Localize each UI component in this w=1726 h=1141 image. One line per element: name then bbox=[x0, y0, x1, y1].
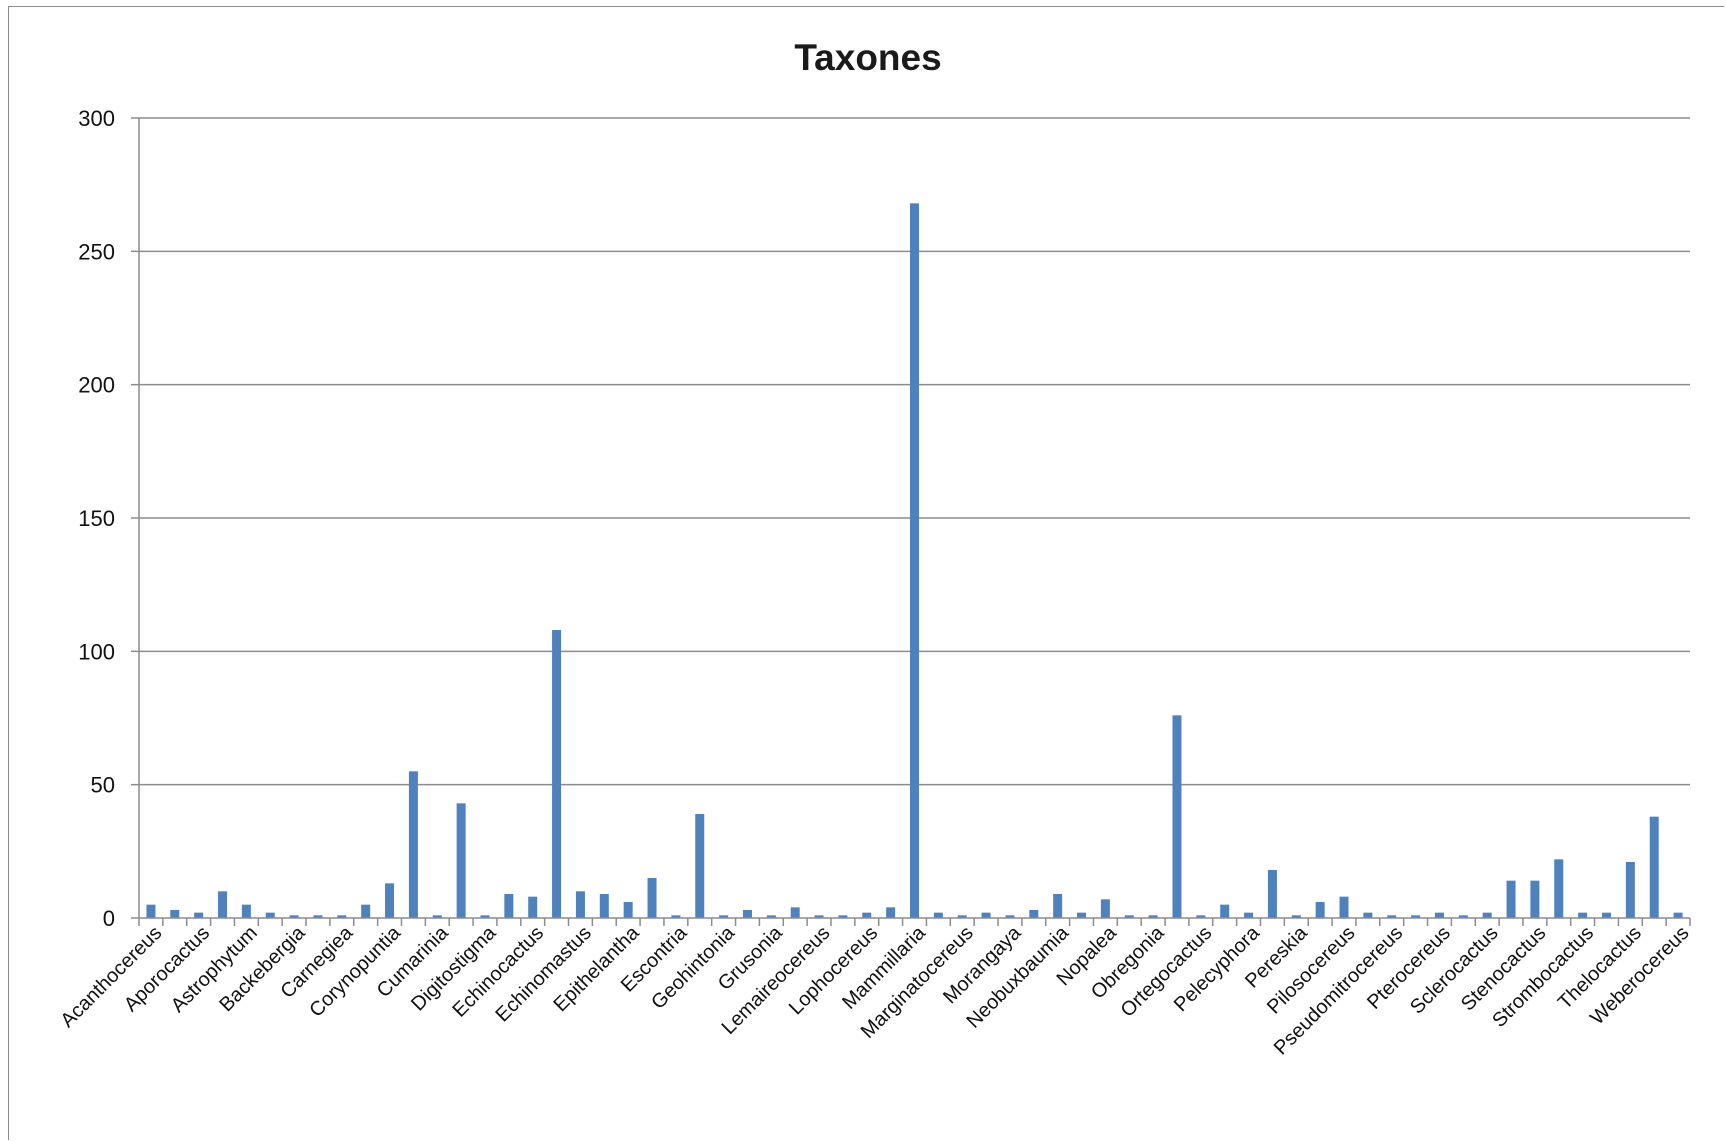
bar bbox=[1363, 912, 1373, 918]
bar bbox=[1291, 915, 1301, 918]
chart-frame bbox=[8, 6, 1724, 1140]
bar bbox=[313, 915, 323, 918]
bar bbox=[957, 915, 967, 918]
bar bbox=[218, 891, 228, 918]
bar bbox=[1172, 715, 1182, 918]
bar bbox=[766, 915, 776, 918]
bar bbox=[1100, 899, 1110, 918]
bar bbox=[1220, 904, 1230, 918]
x-axis-ticks: AcanthocereusAporocactusAstrophytumBacke… bbox=[56, 918, 1694, 1059]
bar bbox=[1387, 915, 1397, 918]
bar bbox=[695, 814, 705, 918]
bar bbox=[981, 912, 991, 918]
bar bbox=[599, 894, 609, 918]
chart-title: Taxones bbox=[794, 37, 941, 78]
bar bbox=[504, 894, 514, 918]
bar bbox=[1315, 902, 1325, 918]
bar bbox=[862, 912, 872, 918]
y-tick-label: 0 bbox=[103, 906, 115, 931]
bar bbox=[480, 915, 490, 918]
bar bbox=[408, 771, 418, 918]
bar bbox=[1148, 915, 1158, 918]
bar bbox=[432, 915, 442, 918]
bar bbox=[1554, 859, 1564, 918]
bar bbox=[1506, 880, 1516, 918]
bar bbox=[241, 904, 251, 918]
bar bbox=[1482, 912, 1492, 918]
bar bbox=[1601, 912, 1611, 918]
y-tick-label: 200 bbox=[78, 373, 115, 398]
bar bbox=[623, 902, 633, 918]
y-tick-label: 50 bbox=[91, 773, 115, 798]
bar bbox=[1005, 915, 1015, 918]
bar bbox=[647, 878, 657, 918]
bar bbox=[1530, 880, 1540, 918]
bars bbox=[146, 203, 1683, 919]
bar bbox=[552, 630, 562, 918]
bar bbox=[1244, 912, 1254, 918]
bar bbox=[289, 915, 299, 918]
bar bbox=[337, 915, 347, 918]
bar bbox=[1411, 915, 1421, 918]
bar bbox=[910, 203, 919, 919]
y-tick-label: 100 bbox=[78, 639, 115, 664]
y-axis-ticks: 0 50 100 150 200 250 300 bbox=[78, 106, 139, 931]
bar bbox=[1649, 816, 1659, 918]
bar bbox=[1029, 910, 1039, 918]
bar bbox=[1458, 915, 1468, 918]
bar bbox=[814, 915, 824, 918]
bar bbox=[385, 883, 395, 918]
bar bbox=[1267, 870, 1277, 918]
bar bbox=[1077, 912, 1087, 918]
bar bbox=[1434, 912, 1444, 918]
bar bbox=[886, 907, 896, 918]
bar bbox=[1625, 862, 1635, 918]
bar bbox=[1124, 915, 1134, 918]
bar bbox=[456, 803, 466, 918]
bar bbox=[528, 896, 538, 918]
bar bbox=[361, 904, 371, 918]
bar bbox=[575, 891, 585, 918]
y-tick-label: 250 bbox=[78, 239, 115, 264]
bar bbox=[1673, 912, 1683, 918]
bar bbox=[719, 915, 729, 918]
axes bbox=[138, 118, 1690, 919]
bar bbox=[838, 915, 848, 918]
bar bbox=[265, 912, 275, 918]
bar bbox=[1578, 912, 1588, 918]
bar bbox=[790, 907, 800, 918]
bar bbox=[742, 910, 752, 918]
bar bbox=[671, 915, 681, 918]
bar bbox=[1196, 915, 1206, 918]
bar bbox=[1053, 894, 1063, 918]
bar bbox=[1339, 896, 1349, 918]
bar bbox=[170, 910, 180, 918]
y-tick-label: 150 bbox=[78, 506, 115, 531]
bar bbox=[194, 912, 204, 918]
bar bbox=[146, 904, 156, 918]
bar bbox=[933, 912, 943, 918]
y-tick-label: 300 bbox=[78, 106, 115, 131]
